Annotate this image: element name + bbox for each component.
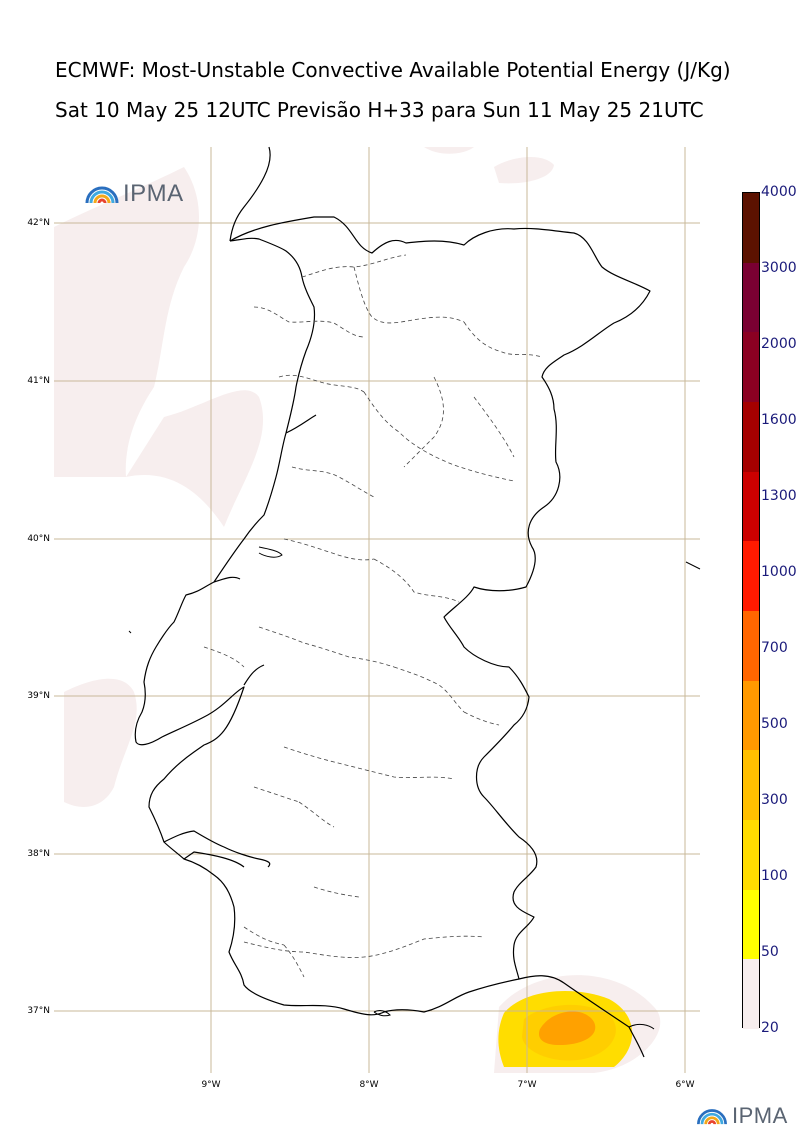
lat-label-37: 37°N	[27, 1006, 50, 1016]
colorbar-segment	[743, 959, 759, 1029]
spain-fragment	[628, 561, 701, 1030]
portugal-outline	[134, 146, 651, 1058]
colorbar-segment	[743, 820, 759, 890]
chart-subtitle: Sat 10 May 25 12UTC Previsão H+33 para S…	[55, 98, 704, 122]
chart-title: ECMWF: Most-Unstable Convective Availabl…	[55, 58, 731, 82]
colorbar-tick-label: 500	[761, 716, 788, 732]
lat-label-41: 41°N	[27, 376, 50, 386]
lat-label-42: 42°N	[27, 218, 50, 228]
colorbar-segment	[743, 471, 759, 542]
lon-label-8w: 8°W	[359, 1080, 379, 1090]
ipma-logo-text: IPMA	[123, 180, 184, 207]
colorbar-segment	[743, 332, 759, 402]
colorbar-segment	[743, 680, 759, 751]
map-gridlines	[54, 147, 700, 1073]
lat-label-39: 39°N	[27, 691, 50, 701]
cape-shading-high	[498, 990, 633, 1067]
colorbar-tick-label: 300	[761, 792, 788, 808]
colorbar-tick-label: 50	[761, 944, 779, 960]
lon-label-6w: 6°W	[675, 1080, 695, 1090]
district-boundaries	[203, 254, 543, 978]
lat-label-38: 38°N	[27, 849, 50, 859]
colorbar-segment	[743, 889, 759, 960]
lon-label-7w: 7°W	[517, 1080, 537, 1090]
colorbar-segment	[743, 611, 759, 681]
colorbar-tick-label: 1000	[761, 564, 797, 580]
colorbar-segment	[743, 193, 759, 263]
colorbar-tick-label: 1300	[761, 488, 797, 504]
lat-label-40: 40°N	[27, 534, 50, 544]
colorbar-tick-label: 100	[761, 868, 788, 884]
colorbar-tick-label: 700	[761, 640, 788, 656]
ipma-rainbow-icon	[85, 186, 119, 204]
ipma-logo-map: IPMA	[84, 180, 184, 208]
colorbar-tick-label: 1600	[761, 412, 797, 428]
ipma-logo-text: IPMA	[732, 1103, 788, 1128]
coastal-details	[128, 546, 391, 1017]
ipma-rainbow-icon	[697, 1109, 727, 1125]
colorbar	[742, 192, 760, 1029]
colorbar-segment	[743, 262, 759, 333]
colorbar-tick-label: 2000	[761, 336, 797, 352]
colorbar-tick-label: 20	[761, 1020, 779, 1036]
ipma-logo-footer: IPMA	[695, 1103, 788, 1129]
colorbar-segment	[743, 750, 759, 820]
colorbar-segment	[743, 541, 759, 611]
colorbar-segment	[743, 402, 759, 472]
colorbar-tick-label: 3000	[761, 260, 797, 276]
lon-label-9w: 9°W	[201, 1080, 221, 1090]
colorbar-tick-label: 4000	[761, 184, 797, 200]
map-panel	[54, 146, 701, 1073]
